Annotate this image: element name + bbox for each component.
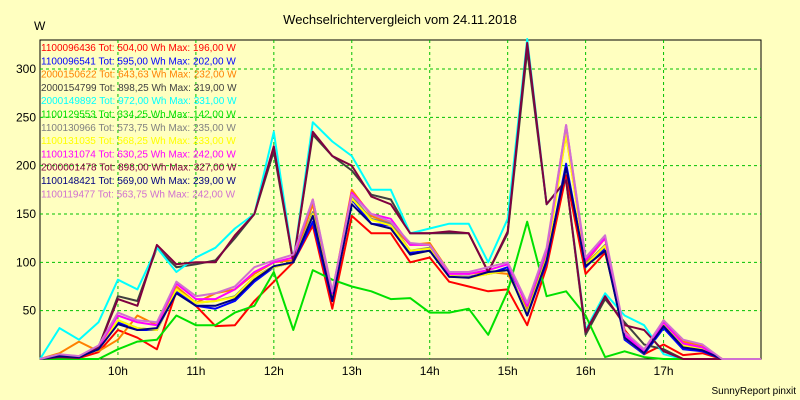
x-tick-label: 17h (654, 364, 674, 378)
plot-area (39, 39, 762, 360)
x-tick-label: 14h (420, 364, 440, 378)
y-tick-label: 100 (16, 255, 36, 269)
legend-entry-2000150622: 2000150622 Tot: 643,63 Wh Max: 232,00 W (41, 70, 237, 81)
legend-entry-1100096436: 1100096436 Tot: 504,00 Wh Max: 196,00 W (41, 43, 236, 54)
legend-entry-2000149892: 2000149892 Tot: 972,00 Wh Max: 331,00 W (41, 96, 237, 107)
x-tick-label: 15h (498, 364, 518, 378)
x-tick-label: 10h (108, 364, 128, 378)
series-line-1100119477 (39, 124, 761, 360)
legend-entry-2000001478: 2000001478 Tot: 898,00 Wh Max: 327,00 W (41, 163, 237, 174)
series-line-1100148421 (39, 166, 761, 360)
y-axis-unit-label: W (34, 19, 46, 33)
y-tick-label: 50 (23, 304, 37, 318)
axis-ticks: 50 100 150 200 250 300 10h 11h 12h 13h 14h 15h 16h 17… (16, 62, 674, 378)
legend-entry-1100129553: 1100129553 Tot: 334,25 Wh Max: 142,00 W (41, 110, 236, 121)
x-tick-label: 11h (186, 364, 205, 378)
x-tick-label: 12h (264, 364, 284, 378)
legend-entry-1100130966: 1100130966 Tot: 573,75 Wh Max: 235,00 W (41, 123, 236, 134)
chart-title: Wechselrichtervergleich vom 24.11.2018 (283, 12, 517, 27)
legend-entry-1100148421: 1100148421 Tot: 569,00 Wh Max: 239,00 W (41, 176, 236, 187)
legend-entry-2000154799: 2000154799 Tot: 898,25 Wh Max: 319,00 W (41, 83, 237, 94)
legend-entry-1100119477: 1100119477 Tot: 563,75 Wh Max: 242,00 W (41, 189, 236, 200)
legend-entry-1100096541: 1100096541 Tot: 595,00 Wh Max: 202,00 W (41, 56, 236, 67)
x-tick-label: 16h (576, 364, 596, 378)
y-tick-label: 150 (16, 207, 36, 221)
series-line-1100129553 (40, 220, 761, 360)
y-tick-label: 200 (16, 159, 36, 173)
grid (40, 40, 761, 359)
x-tick-label: 13h (342, 364, 362, 378)
y-tick-label: 250 (16, 110, 36, 124)
series-lines (39, 38, 761, 360)
legend: 1100096436 Tot: 504,00 Wh Max: 196,00 W 1… (41, 43, 237, 200)
series-line-2000149892 (39, 38, 761, 360)
footer-credit: SunnyReport pinxit (712, 386, 797, 397)
y-tick-label: 300 (16, 62, 36, 76)
legend-entry-1100131035: 1100131035 Tot: 568,25 Wh Max: 233,00 W (41, 136, 236, 147)
series-line-2000001478 (39, 41, 761, 360)
legend-entry-1100131074: 1100131074 Tot: 630,25 Wh Max: 242,00 W (41, 149, 236, 160)
